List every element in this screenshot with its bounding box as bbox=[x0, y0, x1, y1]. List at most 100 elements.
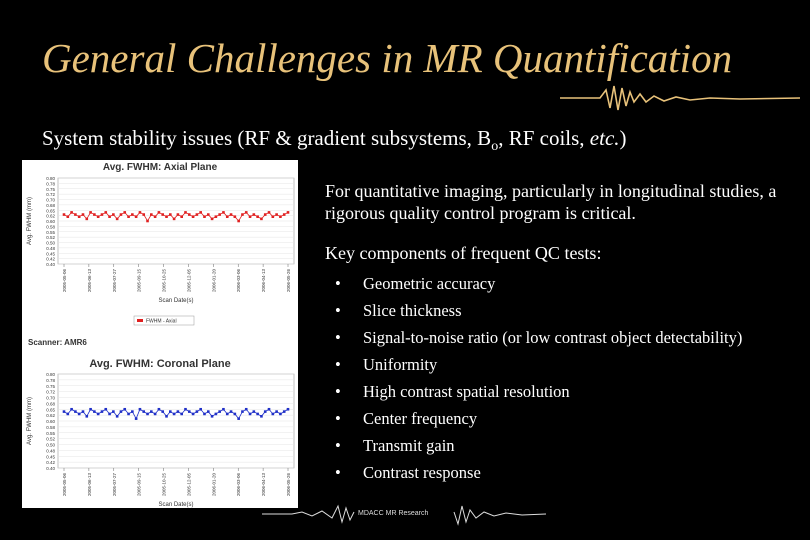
data-point bbox=[153, 412, 157, 416]
data-point bbox=[123, 407, 127, 411]
data-point bbox=[176, 213, 180, 216]
bullet-dot: • bbox=[335, 409, 341, 428]
footer-wave-graphic bbox=[262, 504, 547, 526]
data-point bbox=[244, 407, 248, 411]
data-point bbox=[112, 213, 115, 216]
data-point bbox=[260, 217, 263, 221]
data-point bbox=[70, 211, 73, 214]
y-tick-label: 0.65 bbox=[46, 407, 55, 412]
data-point bbox=[286, 211, 290, 214]
data-point bbox=[153, 215, 157, 218]
bullet-dot: • bbox=[335, 301, 341, 320]
data-point bbox=[70, 407, 73, 411]
data-point bbox=[248, 412, 252, 416]
y-tick-label: 0.52 bbox=[46, 235, 55, 240]
data-point bbox=[172, 412, 176, 416]
data-point bbox=[157, 407, 161, 411]
data-point bbox=[66, 412, 70, 416]
y-tick-label: 0.58 bbox=[46, 425, 55, 430]
y-tick-label: 0.55 bbox=[46, 230, 55, 235]
data-point bbox=[93, 213, 96, 216]
intro-paragraph: For quantitative imaging, particularly i… bbox=[325, 181, 777, 223]
data-point bbox=[85, 415, 89, 418]
y-tick-label: 0.60 bbox=[46, 219, 55, 224]
qc-test-item: • Center frequency bbox=[335, 405, 742, 432]
data-point bbox=[100, 410, 104, 413]
data-point bbox=[244, 211, 248, 214]
y-tick-label: 0.42 bbox=[46, 257, 55, 262]
data-point bbox=[184, 211, 187, 214]
data-point bbox=[66, 215, 70, 218]
data-point bbox=[115, 217, 119, 221]
data-point bbox=[241, 213, 244, 216]
x-tick-label: 2006-01-20 bbox=[211, 269, 216, 293]
coronal-chart: 0.80 0.78 0.75 0.72 0.70 0.68 0.65 0.62 0.60 0.58… bbox=[22, 350, 298, 508]
x-tick-label: 2005-10-25 bbox=[162, 269, 167, 293]
data-point bbox=[203, 215, 206, 218]
data-point bbox=[100, 213, 104, 216]
x-tick-label: 2006-01-20 bbox=[211, 473, 216, 497]
data-point bbox=[282, 410, 286, 413]
y-tick-label: 0.70 bbox=[46, 396, 55, 401]
x-tick-label: 2006-03-06 bbox=[236, 269, 241, 293]
x-tick-label: 2005-05-06 bbox=[62, 269, 67, 293]
data-point bbox=[279, 412, 282, 416]
data-point bbox=[104, 407, 108, 411]
qc-test-item: • Uniformity bbox=[335, 351, 742, 378]
axial-chart: 0.80 0.78 0.75 0.72 0.70 0.68 0.65 0.62 0.60 0.58… bbox=[22, 160, 298, 335]
data-point bbox=[161, 410, 165, 413]
data-point bbox=[195, 410, 199, 413]
qc-charts-panel: 0.80 0.78 0.75 0.72 0.70 0.68 0.65 0.62 0.60 0.58… bbox=[22, 160, 298, 508]
data-point bbox=[104, 211, 108, 214]
x-tick-label: 2005-09-15 bbox=[137, 473, 142, 497]
data-point bbox=[229, 410, 233, 413]
x-tick-label: 2005-07-27 bbox=[112, 269, 117, 293]
bullet-dot: • bbox=[335, 382, 341, 401]
data-point bbox=[260, 415, 263, 418]
bullet-dot: • bbox=[335, 355, 341, 374]
data-point bbox=[229, 213, 233, 216]
qc-test-label: Signal-to-noise ratio (or low contrast o… bbox=[363, 328, 743, 347]
data-point bbox=[206, 410, 210, 413]
data-point bbox=[191, 215, 195, 218]
data-point bbox=[96, 215, 100, 218]
x-tick-label: 2005-05-06 bbox=[62, 473, 67, 497]
data-point bbox=[233, 215, 237, 218]
y-tick-label: 0.65 bbox=[46, 208, 55, 213]
data-point bbox=[195, 213, 199, 216]
qc-test-label: Slice thickness bbox=[363, 301, 462, 320]
x-tick-label: 2005-12-05 bbox=[186, 269, 191, 293]
data-point bbox=[210, 415, 214, 418]
data-point bbox=[256, 215, 259, 218]
data-point bbox=[286, 407, 290, 411]
slide-subtitle: System stability issues (RF & gradient s… bbox=[42, 126, 627, 155]
y-tick-label: 0.62 bbox=[46, 214, 55, 219]
data-point bbox=[115, 415, 119, 418]
bullet-dot: • bbox=[335, 328, 341, 347]
x-tick-label: 2006-05-26 bbox=[286, 473, 291, 497]
data-point bbox=[138, 407, 142, 411]
data-point bbox=[108, 412, 111, 416]
x-tick-label: 2005-07-27 bbox=[112, 473, 117, 497]
data-point bbox=[199, 211, 202, 214]
qc-test-label: Contrast response bbox=[363, 463, 481, 482]
data-point bbox=[256, 412, 259, 416]
data-point bbox=[252, 410, 256, 413]
qc-test-item: • Signal-to-noise ratio (or low contrast … bbox=[335, 324, 742, 351]
scanner-label: Scanner: AMR6 bbox=[28, 338, 87, 347]
y-tick-label: 0.78 bbox=[46, 378, 55, 383]
slide-title: General Challenges in MR Quantification bbox=[42, 35, 733, 81]
data-point bbox=[267, 211, 271, 214]
data-point bbox=[206, 213, 210, 216]
data-point bbox=[184, 407, 187, 411]
data-point bbox=[180, 412, 183, 416]
data-point bbox=[62, 410, 66, 413]
y-tick-label: 0.60 bbox=[46, 419, 55, 424]
data-point bbox=[263, 213, 267, 216]
data-point bbox=[112, 410, 115, 413]
data-point bbox=[62, 213, 66, 216]
data-point bbox=[218, 410, 221, 413]
y-tick-label: 0.42 bbox=[46, 460, 55, 465]
data-point bbox=[150, 213, 153, 216]
data-point bbox=[187, 213, 191, 216]
